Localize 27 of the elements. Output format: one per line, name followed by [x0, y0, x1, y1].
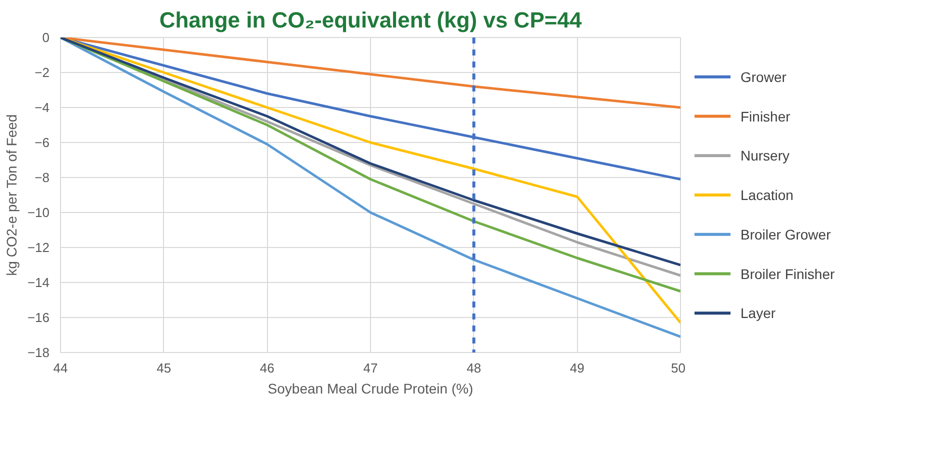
- y-axis-title: kg CO2-e per Ton of Feed: [3, 114, 20, 276]
- legend-label: Nursery: [740, 148, 790, 164]
- x-tick-label: 48: [466, 360, 482, 376]
- legend-label: Lacation: [740, 187, 794, 203]
- legend-label: Broiler Finisher: [740, 266, 835, 282]
- y-tick-label: −18: [27, 345, 50, 360]
- chart-title: Change in CO₂-equivalent (kg) vs CP=44: [159, 8, 582, 32]
- x-tick-label: 46: [260, 360, 274, 376]
- y-tick-label: −10: [27, 205, 50, 220]
- x-tick-label: 47: [363, 360, 378, 376]
- y-tick-label: −12: [27, 240, 50, 255]
- legend-label: Finisher: [740, 108, 791, 124]
- x-axis-title: Soybean Meal Crude Protein (%): [268, 380, 474, 396]
- legend-label: Layer: [740, 305, 776, 322]
- y-tick-label: −4: [34, 100, 50, 115]
- y-tick-label: −8: [34, 170, 50, 185]
- y-tick-label: −16: [27, 310, 50, 325]
- y-tick-label: −6: [34, 135, 50, 150]
- y-tick-label: −2: [34, 65, 50, 80]
- x-tick-label: 45: [156, 360, 172, 376]
- x-tick-label: 50: [671, 360, 686, 376]
- x-tick-label: 44: [53, 360, 68, 376]
- y-tick-label: 0: [42, 30, 50, 45]
- legend-label: Broiler Grower: [740, 226, 832, 242]
- y-tick-label: −14: [27, 275, 50, 290]
- x-tick-label: 49: [570, 360, 584, 376]
- legend-label: Grower: [740, 68, 787, 85]
